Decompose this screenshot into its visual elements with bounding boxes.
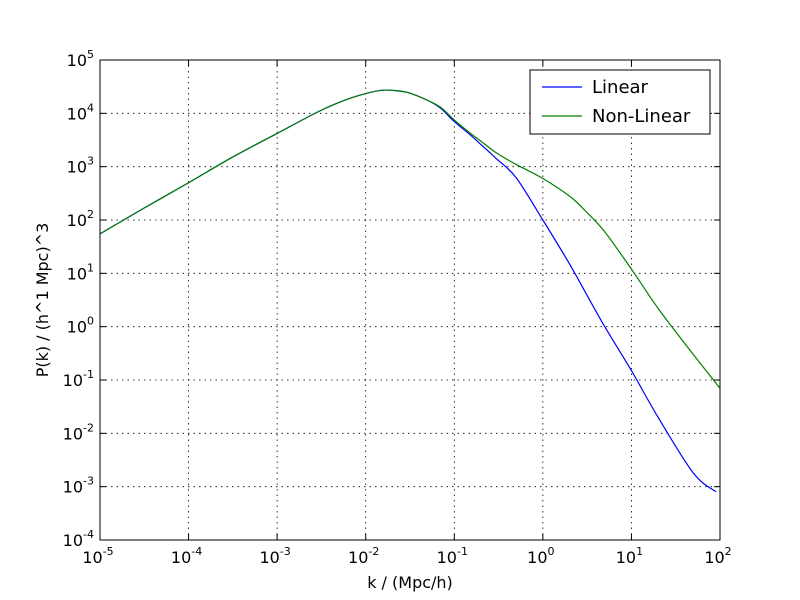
x-tick-label: 10-3 — [259, 545, 290, 567]
x-tick-label-base: 10 — [616, 548, 636, 567]
x-tick-label: 102 — [704, 545, 731, 567]
y-tick-label-base: 10 — [63, 478, 83, 497]
series-line-non-linear — [99, 89, 721, 389]
x-tick-label-base: 10 — [527, 548, 547, 567]
y-tick-label-exponent: 2 — [87, 208, 94, 221]
legend-nonlinear-label: Non-Linear — [592, 106, 691, 127]
y-tick-label: 10-2 — [63, 421, 94, 443]
x-tick-label-exponent: -2 — [368, 545, 379, 558]
x-tick-label-exponent: -5 — [103, 545, 114, 558]
x-tick-label-exponent: 1 — [636, 545, 643, 558]
y-tick-label: 102 — [67, 208, 94, 230]
x-tick-label-base: 10 — [82, 548, 102, 567]
y-tick-label-base: 10 — [63, 531, 83, 550]
x-tick-label: 10-1 — [437, 545, 468, 567]
x-tick-label-exponent: -3 — [280, 545, 291, 558]
legend: Linear Non-Linear — [529, 69, 711, 135]
legend-linear-label: Linear — [592, 77, 649, 98]
y-tick-label: 103 — [67, 155, 94, 177]
series-lines — [99, 89, 721, 493]
y-tick-label-base: 10 — [67, 211, 87, 230]
x-tick-label-base: 10 — [171, 548, 191, 567]
y-tick-label-exponent: 3 — [87, 155, 94, 168]
y-tick-label-exponent: -2 — [83, 421, 94, 434]
x-tick-label-exponent: -4 — [191, 545, 202, 558]
y-tick-label: 100 — [67, 315, 94, 337]
x-tick-label-exponent: 0 — [548, 545, 555, 558]
y-tick-label-exponent: 5 — [87, 48, 94, 61]
y-tick-label: 10-1 — [63, 368, 94, 390]
y-tick-label: 10-4 — [63, 528, 94, 550]
y-tick-label-base: 10 — [67, 264, 87, 283]
y-tick-label: 104 — [67, 101, 94, 123]
x-tick-label: 100 — [527, 545, 554, 567]
x-axis-label: k / (Mpc/h) — [367, 573, 453, 592]
y-tick-label-exponent: -3 — [83, 475, 94, 488]
plot-frame — [99, 59, 721, 541]
y-tick-label: 105 — [67, 48, 94, 70]
y-tick-label-base: 10 — [67, 318, 87, 337]
x-tick-label-base: 10 — [704, 548, 724, 567]
y-axis-label: P(k) / (h^1 Mpc)^3 — [33, 223, 52, 378]
y-tick-label-base: 10 — [63, 371, 83, 390]
x-tick-label: 10-2 — [348, 545, 379, 567]
y-tick-label: 10-3 — [63, 475, 94, 497]
y-tick-label-exponent: -4 — [83, 528, 94, 541]
x-tick-label-base: 10 — [259, 548, 279, 567]
x-tick-label: 101 — [616, 545, 643, 567]
ticks — [99, 59, 721, 541]
x-tick-label-base: 10 — [348, 548, 368, 567]
x-tick-label-exponent: -1 — [457, 545, 468, 558]
y-tick-label-base: 10 — [63, 424, 83, 443]
x-tick-label-exponent: 2 — [725, 545, 732, 558]
y-tick-label-base: 10 — [67, 104, 87, 123]
x-tick-label: 10-4 — [171, 545, 202, 567]
legend-box — [529, 69, 711, 135]
y-tick-label: 101 — [67, 261, 94, 283]
x-tick-labels: 10-5 10-4 10-3 10-2 10-1 100 101 102 — [82, 545, 731, 567]
y-tick-label-exponent: 4 — [87, 101, 94, 114]
y-tick-label-base: 10 — [67, 158, 87, 177]
x-tick-label: 10-5 — [82, 545, 113, 567]
y-tick-label-exponent: 1 — [87, 261, 94, 274]
y-tick-label-exponent: -1 — [83, 368, 94, 381]
x-tick-label-base: 10 — [437, 548, 457, 567]
y-tick-label-base: 10 — [67, 51, 87, 70]
y-tick-label-exponent: 0 — [87, 315, 94, 328]
